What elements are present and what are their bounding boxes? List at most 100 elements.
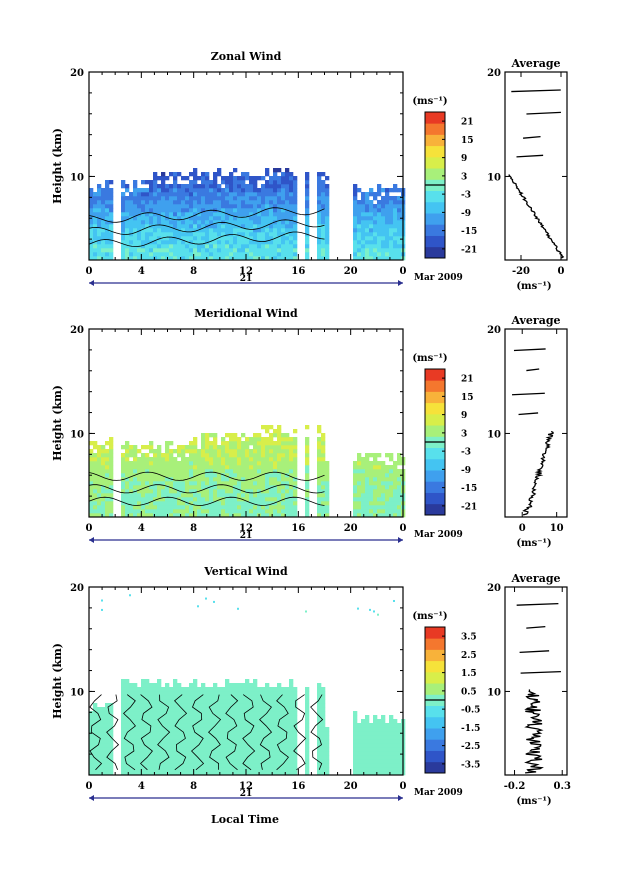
heatmap-cell — [397, 240, 402, 245]
heatmap-cell — [101, 192, 106, 197]
heatmap-cell — [353, 739, 358, 744]
heatmap-cell — [241, 180, 246, 185]
heatmap-cell — [181, 252, 186, 257]
heatmap-cell — [225, 691, 230, 696]
heatmap-cell — [221, 687, 226, 692]
heatmap-cell — [201, 719, 206, 724]
heatmap-cell — [125, 252, 130, 257]
heatmap-cell — [249, 244, 254, 249]
heatmap-cell — [169, 723, 174, 728]
colorbar-tick-label: -0.5 — [461, 706, 480, 716]
heatmap-cell — [257, 457, 262, 462]
heatmap-cell — [285, 228, 290, 233]
heatmap-cell — [193, 509, 198, 514]
heatmap-cell — [217, 747, 222, 752]
heatmap-cell — [153, 200, 158, 205]
heatmap-cell — [249, 465, 254, 470]
heatmap-cell — [217, 465, 222, 470]
heatmap-cell — [185, 699, 190, 704]
heatmap-cell — [197, 192, 202, 197]
heatmap-cell — [281, 188, 286, 193]
heatmap-cell — [189, 449, 194, 454]
heatmap-cell — [237, 232, 242, 237]
heatmap-cell — [253, 256, 258, 261]
heatmap-cell — [237, 695, 242, 700]
heatmap-cell — [385, 771, 390, 776]
heatmap-cell — [105, 465, 110, 470]
heatmap-cell — [393, 755, 398, 760]
heatmap-cell — [217, 485, 222, 490]
heatmap-cell — [201, 501, 206, 506]
heatmap-cell — [277, 485, 282, 490]
heatmap-cell — [185, 755, 190, 760]
heatmap-cell — [265, 505, 270, 510]
heatmap-cell — [269, 513, 274, 518]
heatmap-cell — [173, 477, 178, 482]
heatmap-cell — [173, 751, 178, 756]
heatmap-cell — [273, 759, 278, 764]
heatmap-cell — [121, 727, 126, 732]
heatmap-cell — [201, 703, 206, 708]
heatmap-cell — [361, 731, 366, 736]
heatmap-cell — [169, 232, 174, 237]
heatmap-cell — [157, 485, 162, 490]
heatmap-cell — [261, 176, 266, 181]
heatmap-cell — [217, 755, 222, 760]
heatmap-cell — [221, 715, 226, 720]
heatmap-cell — [141, 461, 146, 466]
heatmap-cell — [225, 441, 230, 446]
heatmap-cell — [213, 248, 218, 253]
heatmap-cell — [221, 505, 226, 510]
heatmap-cell — [389, 220, 394, 225]
heatmap-cell — [209, 461, 214, 466]
heatmap-cell — [225, 513, 230, 518]
heatmap-cell — [149, 236, 154, 241]
heatmap-cell — [149, 188, 154, 193]
heatmap-cell — [213, 513, 218, 518]
heatmap-cell — [381, 224, 386, 229]
heatmap-cell — [109, 228, 114, 233]
contour-line — [88, 231, 325, 248]
heatmap-cell — [353, 755, 358, 760]
heatmap-cell — [189, 236, 194, 241]
heatmap-cell — [321, 228, 326, 233]
heatmap-cell — [233, 509, 238, 514]
heatmap-cell — [125, 501, 130, 506]
heatmap-cell — [217, 763, 222, 768]
colorbar-segment — [425, 660, 445, 673]
heatmap-cell — [161, 711, 166, 716]
heatmap-cell — [361, 493, 366, 498]
heatmap-cell — [161, 695, 166, 700]
heatmap-cell — [321, 767, 326, 772]
heatmap-cell — [225, 497, 230, 502]
heatmap-cell — [89, 767, 94, 772]
heatmap-cell — [133, 236, 138, 241]
heatmap-cell — [237, 236, 242, 241]
heatmap-cell — [185, 232, 190, 237]
heatmap-cell — [397, 735, 402, 740]
heatmap-cell — [397, 204, 402, 209]
heatmap-cell — [217, 244, 222, 249]
heatmap-cell — [101, 200, 106, 205]
heatmap-cell — [201, 469, 206, 474]
heatmap-cell — [197, 176, 202, 181]
heatmap-cell — [133, 747, 138, 752]
heatmap-cell — [261, 437, 266, 442]
heatmap-cell — [269, 465, 274, 470]
heatmap-cell — [133, 216, 138, 221]
heatmap-cell — [325, 465, 330, 470]
heatmap-cell — [217, 473, 222, 478]
heatmap-cell — [197, 208, 202, 213]
heatmap-cell — [129, 481, 134, 486]
heatmap-cell — [109, 244, 114, 249]
heatmap-cell — [105, 763, 110, 768]
heatmap-cell — [365, 723, 370, 728]
heatmap-cell — [109, 188, 114, 193]
heatmap-cell — [169, 469, 174, 474]
heatmap-cell — [377, 228, 382, 233]
heatmap-cell — [249, 188, 254, 193]
heatmap-cell — [325, 759, 330, 764]
heatmap-cell — [281, 256, 286, 261]
heatmap-cell — [273, 204, 278, 209]
heatmap-cell — [233, 505, 238, 510]
